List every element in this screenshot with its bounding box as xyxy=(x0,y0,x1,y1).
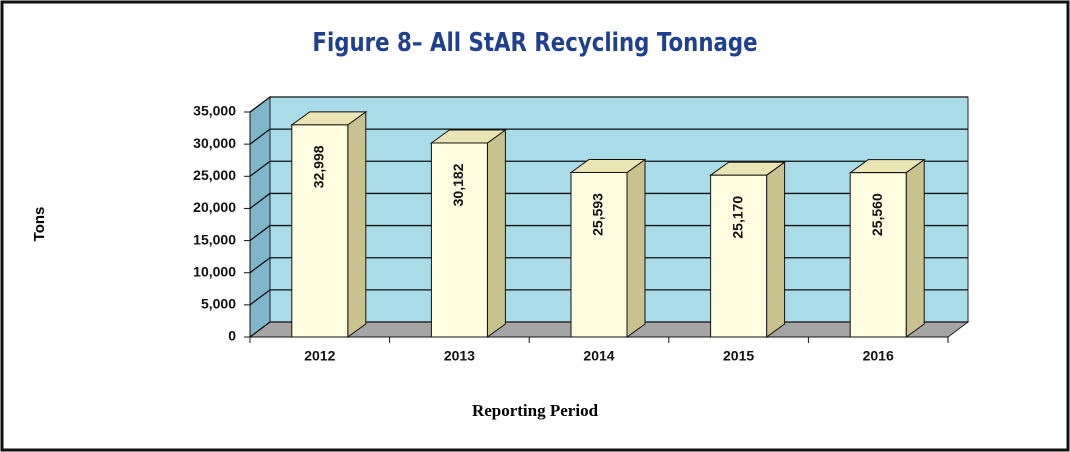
x-tick-label: 2014 xyxy=(583,348,614,364)
x-tick-label: 2015 xyxy=(723,348,754,364)
bar-side xyxy=(626,158,646,338)
y-tick-label: 30,000 xyxy=(193,135,236,151)
y-tick-label: 20,000 xyxy=(193,199,236,215)
bar xyxy=(430,142,488,338)
x-tick-label: 2013 xyxy=(444,348,475,364)
bar-side xyxy=(486,128,506,338)
y-tick-label: 5,000 xyxy=(201,296,236,312)
data-label: 32,998 xyxy=(311,145,327,188)
y-tick-label: 0 xyxy=(228,328,236,344)
y-tick-label: 10,000 xyxy=(193,263,236,279)
data-label: 25,170 xyxy=(729,196,745,239)
y-tick-label: 25,000 xyxy=(193,167,236,183)
bar-side xyxy=(766,161,786,338)
bar-side xyxy=(905,158,925,338)
data-label: 25,593 xyxy=(590,193,606,236)
bar xyxy=(291,124,349,338)
data-label: 30,182 xyxy=(450,163,466,206)
y-axis-label: Tons xyxy=(31,207,48,242)
grid-line xyxy=(249,160,968,177)
x-tick-label: 2012 xyxy=(304,348,335,364)
grid-line xyxy=(249,128,968,145)
bar xyxy=(849,172,907,338)
y-tick-label: 35,000 xyxy=(193,103,236,119)
bar-side xyxy=(347,110,367,338)
grid-line xyxy=(249,96,968,113)
bar xyxy=(570,171,628,338)
side-wall xyxy=(249,96,271,338)
chart-title: Figure 8– All StAR Recycling Tonnage xyxy=(312,27,757,58)
data-label: 25,560 xyxy=(869,193,885,236)
x-tick-label: 2016 xyxy=(863,348,894,364)
x-axis-label: Reporting Period xyxy=(472,401,599,420)
bar xyxy=(710,174,768,338)
y-tick-label: 15,000 xyxy=(193,231,236,247)
